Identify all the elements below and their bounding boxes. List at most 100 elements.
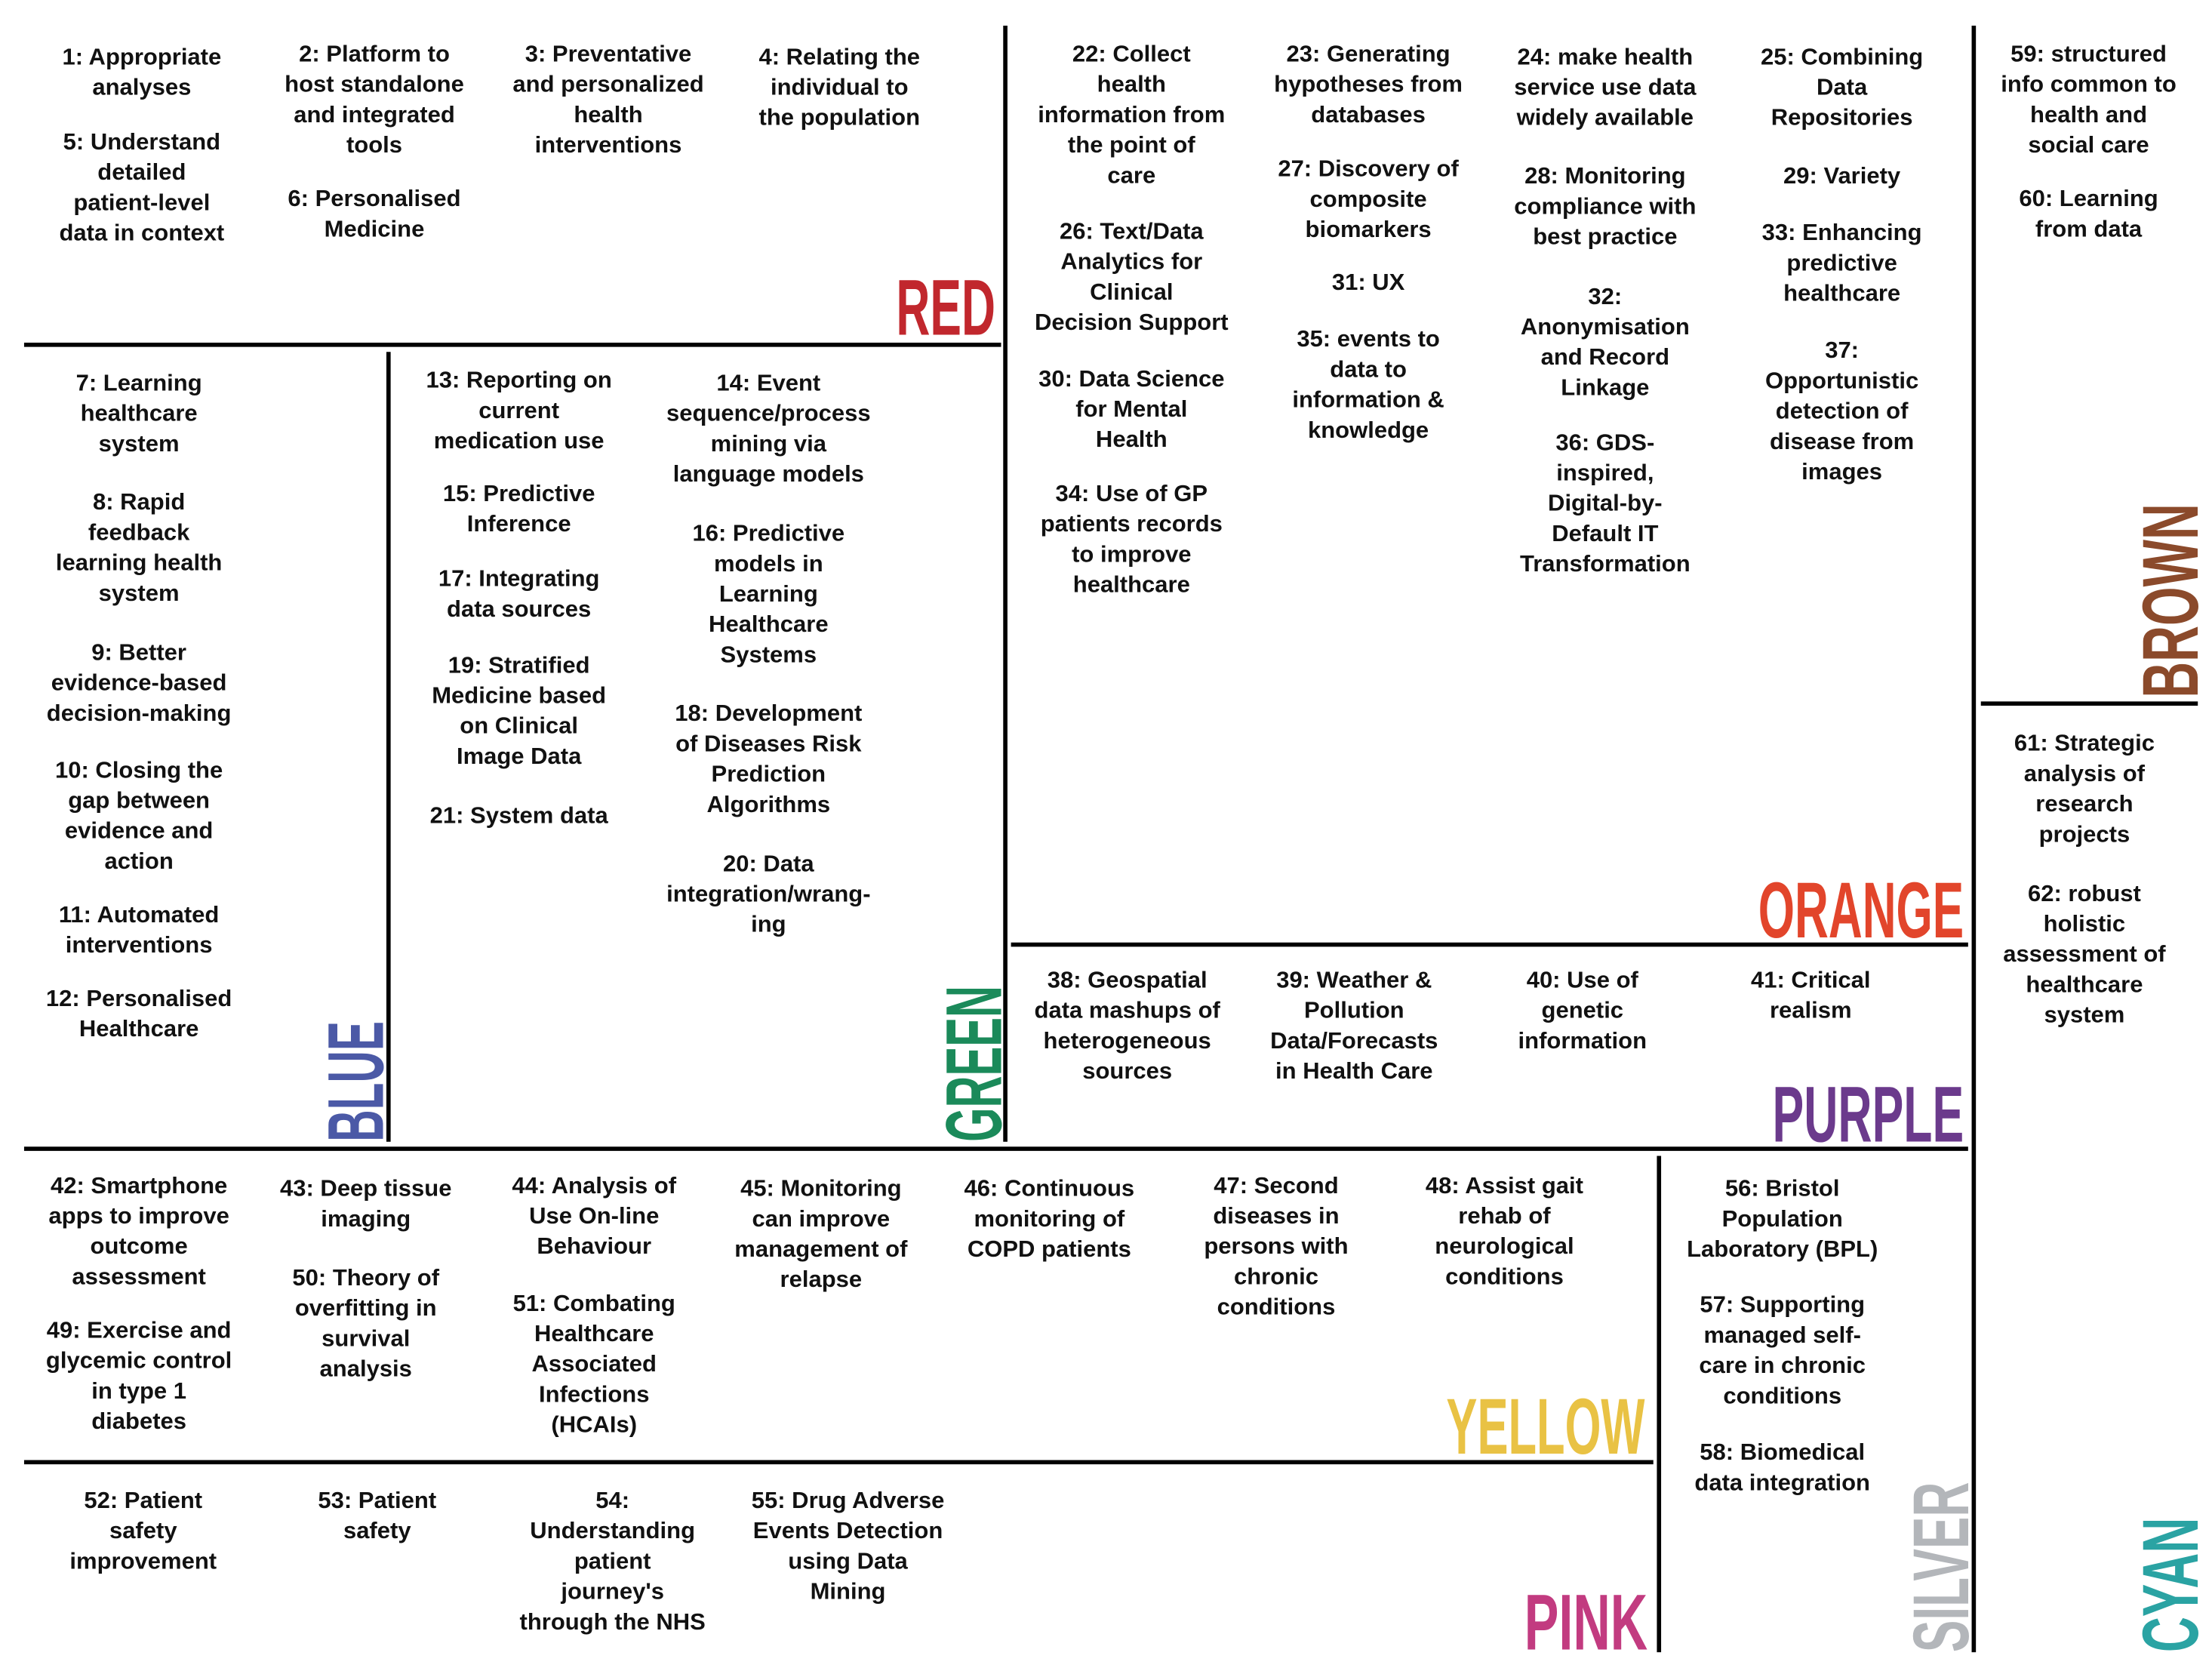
item-line: improvement <box>69 1548 217 1574</box>
item-line: healthcare <box>81 400 198 426</box>
item-line: projects <box>2039 820 2130 847</box>
item-line: 7: Learning <box>76 370 202 396</box>
item-line: diseases in <box>1213 1202 1339 1229</box>
item-line: 23: Generating <box>1287 41 1451 67</box>
item: 43: Deep tissue imaging <box>280 1175 451 1232</box>
item-line: Repositories <box>1771 104 1913 131</box>
item: 46: Continuous monitoring of COPD patients <box>964 1175 1135 1262</box>
group: BROWN 59: structured info common to health … <box>2001 41 2212 698</box>
item-line: 14: Event <box>716 370 820 396</box>
item-line: outcome <box>91 1233 188 1259</box>
item-line: 56: Bristol <box>1725 1175 1840 1202</box>
group-label: YELLOW <box>1446 1383 1644 1471</box>
item-line: Transformation <box>1520 550 1691 577</box>
item: 42: Smartphone apps to improve outcome asse… <box>48 1172 229 1290</box>
item-line: the population <box>759 104 921 131</box>
item-line: language models <box>673 460 864 487</box>
item-line: research <box>2035 790 2133 817</box>
item-line: Health <box>1096 426 1168 452</box>
item-line: 4: Relating the <box>758 43 920 69</box>
group: SILVER 56: Bristol Population Laboratory (B… <box>1687 1175 1986 1652</box>
item-line: in Health Care <box>1275 1057 1432 1084</box>
item: 57: Supporting managed self-care in chron… <box>1699 1291 1866 1409</box>
item-line: of Diseases Risk <box>675 731 862 757</box>
item: 29: Variety <box>1783 162 1901 189</box>
item-line: 62: robust <box>2028 880 2141 906</box>
item-line: overfitting in <box>295 1294 437 1321</box>
item-line: data sources <box>447 595 591 622</box>
item-line: feedback <box>88 519 190 546</box>
item-line: Population <box>1722 1205 1843 1232</box>
item-line: rehab of <box>1458 1202 1551 1229</box>
item-line: Medicine <box>325 216 425 242</box>
item-line: social care <box>2028 131 2149 158</box>
item-line: healthcare <box>1073 571 1190 598</box>
item: 37: Opportunistic detection of disease from… <box>1765 337 1918 485</box>
item-line: Understanding <box>530 1517 695 1543</box>
item-line: 19: Stratified <box>448 651 590 678</box>
item-line: integration/wrang- <box>666 881 870 907</box>
item: 49: Exercise and glycemic control in type … <box>46 1317 232 1435</box>
item-line: Data/Forecasts <box>1270 1027 1438 1054</box>
item-line: 28: Monitoring <box>1524 162 1686 189</box>
item: 61: Strategic analysis of research projects <box>2014 730 2155 848</box>
item-line: health <box>574 101 642 128</box>
item-line: models in <box>714 550 823 577</box>
item: 44: Analysis of Use On-line Behaviour <box>512 1172 676 1259</box>
item-line: 37: <box>1825 337 1859 363</box>
item-line: neurological <box>1435 1233 1574 1259</box>
dividers <box>23 26 2198 1653</box>
item-line: 29: Variety <box>1783 162 1901 189</box>
item: 45: Monitoring can improve management of re… <box>734 1175 908 1293</box>
item-line: learning health <box>56 549 222 576</box>
item-line: 52: Patient <box>84 1487 202 1513</box>
group-label: BLUE <box>312 1021 400 1142</box>
item-line: 55: Drug Adverse <box>752 1487 945 1513</box>
item-line: gap between <box>68 787 210 814</box>
item-line: action <box>104 848 173 874</box>
item-line: conditions <box>1445 1263 1564 1290</box>
item-line: patient-level <box>73 189 210 216</box>
item: 16: Predictive models in Learning Healthcar… <box>693 520 845 668</box>
item: 59: structured info common to health and so… <box>2001 41 2176 158</box>
item-line: managed self- <box>1703 1322 1860 1348</box>
item-line: 13: Reporting on <box>426 367 612 393</box>
item-line: interventions <box>66 931 213 958</box>
item-line: mining via <box>711 430 827 457</box>
item: 34: Use of GP patients records to improve h… <box>1041 480 1223 598</box>
item-line: 32: <box>1588 283 1622 309</box>
item-line: chronic <box>1234 1263 1318 1290</box>
item-line: health and <box>2030 101 2147 128</box>
item-line: 34: Use of GP <box>1056 480 1208 506</box>
item-line: 43: Deep tissue <box>280 1175 451 1202</box>
item: 21: System data <box>430 802 609 829</box>
item-line: images <box>1801 458 1882 485</box>
group-label: GREEN <box>930 986 1018 1142</box>
item-line: Healthcare <box>79 1015 199 1042</box>
item-line: 21: System data <box>430 802 609 829</box>
item-line: conditions <box>1217 1294 1336 1320</box>
item-line: safety <box>343 1517 411 1543</box>
item-line: Associated <box>532 1350 657 1377</box>
item-line: 30: Data Science <box>1038 365 1224 392</box>
group-label: RED <box>896 264 995 352</box>
item-line: 8: Rapid <box>93 488 185 515</box>
item-line: 25: Combining <box>1761 43 1923 69</box>
item-line: Events Detection <box>753 1517 943 1543</box>
item-line: 38: Geospatial <box>1048 967 1208 993</box>
item-line: 51: Combating <box>513 1290 675 1316</box>
item-line: through the NHS <box>520 1608 706 1635</box>
item-line: knowledge <box>1308 417 1429 443</box>
item-line: Medicine based <box>432 682 606 709</box>
item-line: 53: Patient <box>318 1487 436 1513</box>
item-line: disease from <box>1770 428 1914 454</box>
item-line: 12: Personalised <box>46 985 232 1011</box>
item-line: info common to <box>2001 71 2176 97</box>
item-line: from data <box>2035 216 2143 242</box>
item-line: Infections <box>539 1381 649 1408</box>
item: 27: Discovery of composite biomarkers <box>1278 155 1459 242</box>
item-line: Linkage <box>1561 374 1649 401</box>
item-line: Digital-by- <box>1548 490 1663 516</box>
